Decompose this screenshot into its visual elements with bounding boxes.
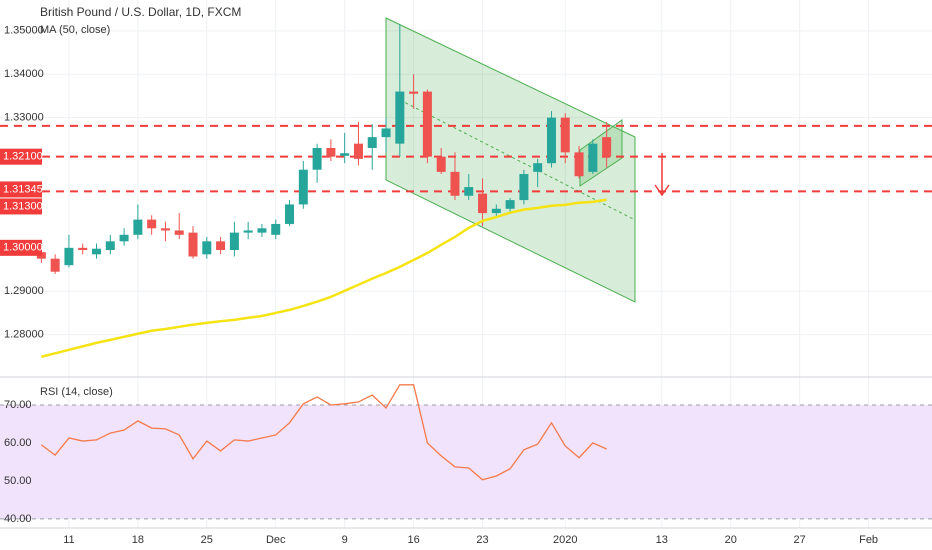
- candle-body: [409, 91, 419, 94]
- candle-body: [395, 91, 405, 144]
- candle-body: [174, 230, 184, 235]
- x-tick-label: Feb: [859, 534, 878, 546]
- candle-body: [602, 137, 612, 157]
- x-tick-label: 27: [794, 534, 806, 546]
- ma-legend: MA (50, close): [40, 24, 110, 36]
- candle-body: [188, 232, 198, 257]
- candle-body: [436, 156, 446, 172]
- y-tick-label: 1.29000: [4, 285, 44, 297]
- symbol-title: British Pound / U.S. Dollar, 1D, FXCM: [40, 5, 241, 19]
- ma-line: [41, 198, 607, 358]
- candle-body: [340, 153, 350, 156]
- rsi-band: [0, 404, 932, 520]
- candle-body: [326, 148, 336, 157]
- candle-body: [202, 241, 212, 255]
- candle-body: [257, 228, 267, 233]
- price-tag-label: 1.31345: [3, 183, 43, 195]
- candle-body: [160, 228, 170, 231]
- price-tag: [0, 239, 42, 256]
- x-tick-label: 23: [476, 534, 488, 546]
- rsi-tick-label: 70.00: [4, 399, 32, 411]
- marks: [0, 24, 932, 481]
- candle-body: [271, 223, 281, 235]
- channel-midline: [399, 99, 636, 221]
- candle-body: [92, 248, 102, 255]
- y-tick-label: 1.33000: [4, 112, 44, 124]
- candle-body: [519, 174, 529, 201]
- candle-body: [588, 143, 598, 172]
- rsi-line: [40, 384, 607, 481]
- x-tick-label: Dec: [266, 534, 286, 546]
- candle-body: [546, 117, 556, 164]
- candle-body: [298, 169, 308, 205]
- x-tick-label: 18: [132, 534, 144, 546]
- candle-body: [367, 137, 377, 149]
- y-tick-label: 1.34000: [4, 68, 44, 80]
- candle-body: [422, 91, 432, 157]
- candle-body: [533, 163, 543, 172]
- candle-body: [147, 219, 157, 229]
- candle-body: [505, 200, 515, 209]
- candle-body: [229, 232, 239, 250]
- price-tag-label: 1.30000: [3, 242, 43, 254]
- x-tick-label: 9: [342, 534, 348, 546]
- price-tag-label: 1.31300: [3, 200, 43, 212]
- candle-body: [491, 208, 501, 214]
- y-tick-label: 1.28000: [4, 329, 44, 341]
- candle-body: [50, 258, 60, 272]
- rsi-tick-label: 50.00: [4, 475, 32, 487]
- x-tick-label: 2020: [553, 534, 577, 546]
- x-tick-label: 20: [725, 534, 737, 546]
- candle-body: [478, 193, 488, 214]
- candle-body: [78, 247, 88, 250]
- rsi-tick-label: 60.00: [4, 437, 32, 449]
- candle-body: [133, 219, 143, 235]
- candle-body: [216, 241, 226, 250]
- candle-body: [312, 148, 322, 170]
- candle-body: [64, 247, 74, 266]
- rsi-tick-label: 40.00: [4, 513, 32, 525]
- candle-body: [450, 171, 460, 196]
- candle-body: [119, 234, 129, 242]
- rsi-band-fill: [0, 404, 932, 519]
- candle-body: [560, 117, 570, 153]
- price-tag: [0, 198, 42, 215]
- arrow-head: [654, 184, 670, 197]
- candle-body: [381, 128, 391, 138]
- candle-body: [243, 230, 253, 233]
- price-tag: [0, 181, 42, 198]
- labels: 1.35000 1.34000 1.33000 1.29000 1.28000 1.321…: [0, 25, 878, 546]
- price-tag: [0, 148, 42, 165]
- x-tick-label: 13: [656, 534, 668, 546]
- x-tick-label: 16: [407, 534, 419, 546]
- candle-body: [574, 152, 584, 177]
- y-tick-label: 1.35000: [4, 25, 44, 37]
- price-tag-label: 1.32100: [3, 151, 43, 163]
- x-tick-label: 11: [63, 534, 74, 546]
- candle-body: [105, 241, 115, 250]
- candle-body: [464, 187, 474, 196]
- rsi-legend: RSI (14, close): [40, 386, 113, 398]
- candle-body: [285, 204, 295, 224]
- candle-body: [353, 143, 363, 159]
- x-tick-label: 25: [201, 534, 213, 546]
